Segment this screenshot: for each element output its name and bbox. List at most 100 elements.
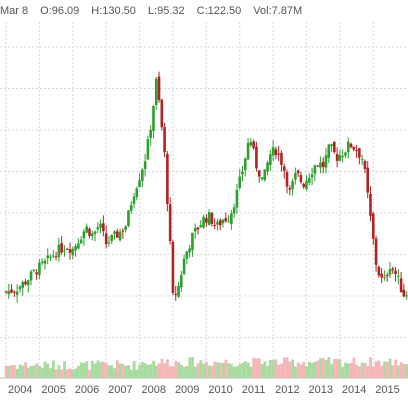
volume-bar [79, 362, 83, 378]
volume-bar [57, 365, 61, 378]
candle-body [324, 155, 328, 168]
volume-bar [32, 365, 36, 378]
volume-bar [252, 357, 256, 378]
candle-body [129, 205, 133, 212]
volume-bar [227, 363, 231, 378]
candle-body [205, 218, 208, 223]
x-tick-label: 2008 [142, 384, 166, 396]
candle-body [274, 149, 278, 156]
volume-bar [191, 357, 194, 378]
candle-body [313, 165, 317, 174]
candle-body [60, 243, 63, 253]
volume-bar [305, 366, 308, 378]
volume-bar [249, 366, 253, 378]
volume-bar [205, 361, 208, 378]
candle-body [35, 272, 38, 275]
candle-body [82, 231, 86, 239]
volume-bar [168, 366, 172, 378]
candle-body [302, 183, 306, 187]
volume-bar [60, 369, 64, 378]
volume-bar [88, 369, 91, 378]
volume-bar [358, 366, 361, 378]
candle-body [369, 193, 372, 216]
candle-body [163, 127, 166, 153]
candle-body [52, 255, 55, 257]
volume-bar [182, 366, 186, 378]
candle-body [127, 210, 130, 227]
candle-body [179, 275, 183, 288]
candle-body [246, 142, 250, 160]
volume-bar [135, 369, 139, 378]
candle-body [185, 251, 189, 259]
candle-body [188, 248, 191, 253]
candle-body [171, 241, 175, 294]
volume-bar [93, 363, 97, 378]
candle-body [90, 233, 94, 237]
candle-body [230, 213, 233, 224]
candle-body [132, 196, 136, 204]
volume-bar [196, 363, 200, 378]
candle-body [96, 227, 100, 230]
candle-body [327, 144, 331, 158]
candle-body [402, 289, 406, 297]
volume-bar [71, 369, 75, 378]
candle-body [213, 224, 216, 226]
volume-bar [291, 359, 295, 378]
candle-body [280, 152, 283, 165]
volume-bar [299, 364, 303, 378]
volume-bar [346, 363, 350, 378]
volume-bar [54, 369, 58, 378]
candle-body [335, 154, 339, 161]
candle-body [193, 228, 197, 232]
candle-body [305, 180, 308, 190]
candle-body [291, 181, 294, 190]
candle-body [227, 221, 230, 223]
volume-bar [77, 365, 80, 378]
volume-bar [243, 361, 247, 378]
candle-body [388, 269, 392, 275]
volume-bar [324, 359, 328, 378]
volume-bar [174, 360, 178, 378]
candle-body [377, 266, 381, 276]
candle-body [77, 243, 80, 249]
readout-open: O:96.09 [40, 5, 80, 17]
volume-bar [263, 361, 267, 378]
candle-body [10, 289, 13, 293]
volume-bar [40, 367, 44, 378]
candle-body [110, 234, 114, 242]
grid-lines [0, 22, 408, 379]
volume-bar [82, 362, 86, 378]
candle-body [146, 139, 150, 160]
volume-bar [274, 359, 278, 378]
candle-body [235, 189, 239, 208]
volume-bar [96, 360, 100, 378]
x-tick-label: 2004 [8, 384, 32, 396]
volume-bar [127, 365, 130, 378]
candle-body [385, 274, 389, 277]
volume-bar [349, 363, 353, 378]
candle-body [4, 291, 8, 293]
x-tick-label: 2015 [375, 384, 399, 396]
candle-body [321, 161, 325, 168]
volume-bar [369, 357, 372, 378]
volume-bar [277, 364, 281, 378]
volume-bar [68, 368, 72, 378]
volume-bar [338, 359, 342, 378]
volume-bar [366, 366, 370, 378]
volume-bar [380, 365, 384, 378]
candle-body [269, 154, 272, 166]
candle-body [344, 152, 347, 156]
volume-bar [110, 365, 114, 378]
volume-bar [177, 362, 181, 378]
candle-body [216, 221, 219, 225]
volume-bar [213, 361, 217, 378]
ohlc-readout: Mar 8 O:96.09 H:130.50 L:95.32 C:122.50 … [0, 0, 408, 22]
candle-body [46, 255, 50, 259]
candle-body [15, 291, 19, 295]
volume-bar [377, 360, 381, 378]
volume-bar [43, 361, 47, 378]
candle-body [141, 169, 144, 182]
candle-body [104, 233, 108, 245]
candle-body [252, 141, 255, 149]
